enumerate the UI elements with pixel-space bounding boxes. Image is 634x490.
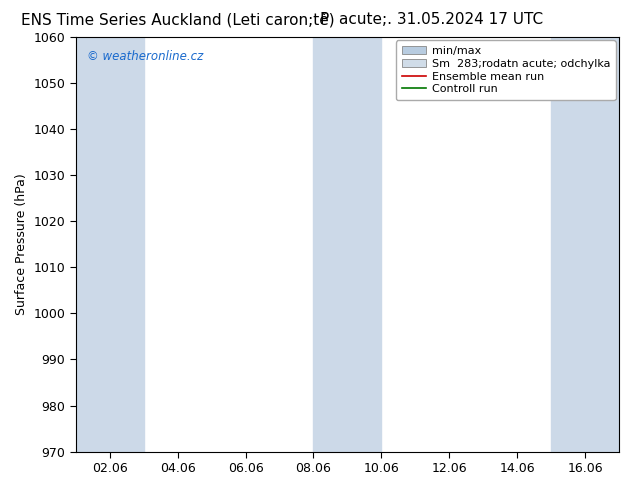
Bar	[313, 37, 382, 452]
Legend: min/max, Sm  283;rodatn acute; odchylka, Ensemble mean run, Controll run: min/max, Sm 283;rodatn acute; odchylka, …	[396, 41, 616, 100]
Text: ENS Time Series Auckland (Leti caron;tě): ENS Time Series Auckland (Leti caron;tě)	[21, 12, 334, 28]
Y-axis label: Surface Pressure (hPa): Surface Pressure (hPa)	[15, 173, 28, 315]
Bar	[551, 37, 619, 452]
Text: © weatheronline.cz: © weatheronline.cz	[87, 49, 203, 63]
Bar	[76, 37, 144, 452]
Text: P  acute;. 31.05.2024 17 UTC: P acute;. 31.05.2024 17 UTC	[320, 12, 543, 27]
